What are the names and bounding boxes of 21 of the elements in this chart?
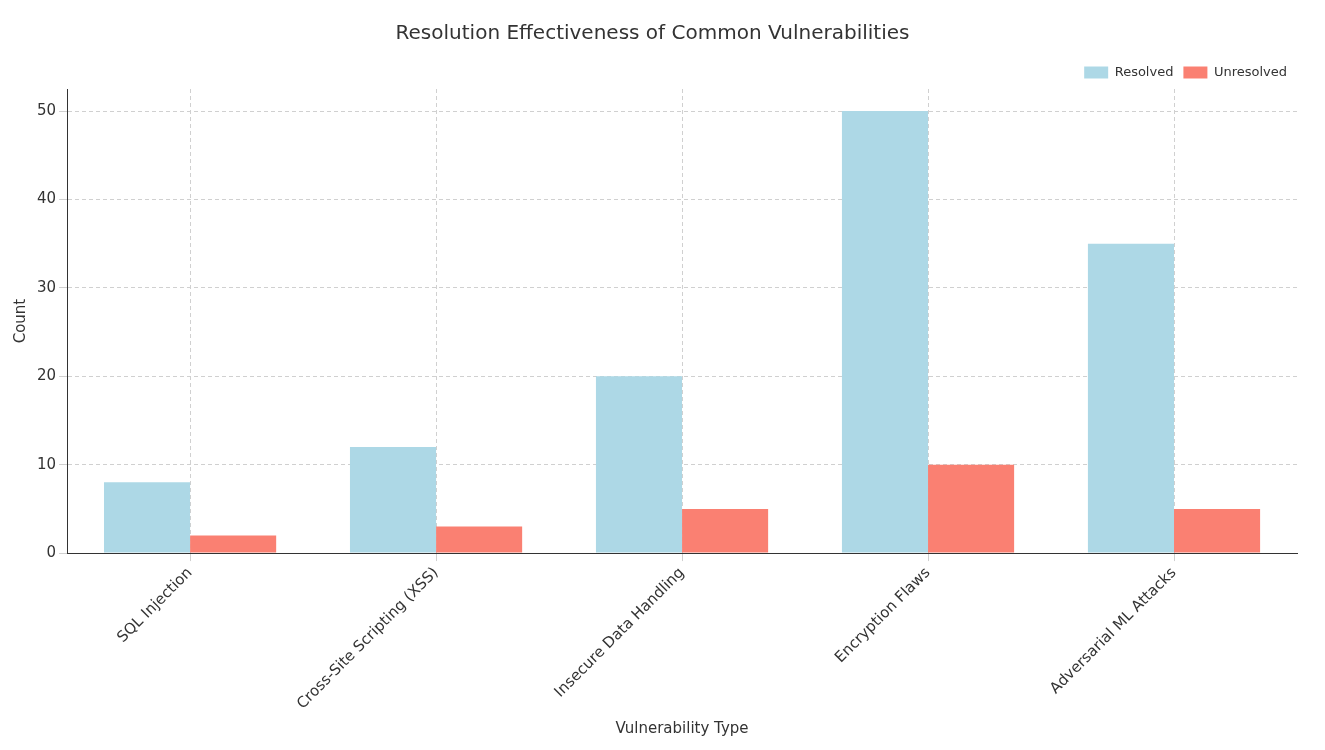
bar [1174, 508, 1261, 553]
bar [190, 535, 277, 553]
bar [436, 526, 523, 553]
y-tick-label: 20 [36, 366, 57, 385]
bar [841, 111, 929, 553]
bar [595, 376, 683, 553]
y-tick-label: 40 [36, 189, 57, 208]
legend-label: Resolved [1114, 63, 1174, 79]
chart-title: Resolution Effectiveness of Common Vulnerabilities [395, 20, 910, 45]
y-axis-title: Count [10, 298, 29, 344]
bar [349, 447, 437, 553]
legend-label: Unresolved [1213, 63, 1287, 79]
bar [682, 508, 769, 553]
bar [928, 464, 1015, 553]
bar [1087, 243, 1175, 553]
y-tick-label: 50 [36, 100, 57, 119]
bar [103, 482, 191, 553]
x-axis-title: Vulnerability Type [615, 718, 749, 737]
y-tick-label: 10 [36, 454, 57, 473]
y-tick-label: 0 [46, 542, 57, 561]
y-tick-label: 30 [36, 277, 57, 296]
